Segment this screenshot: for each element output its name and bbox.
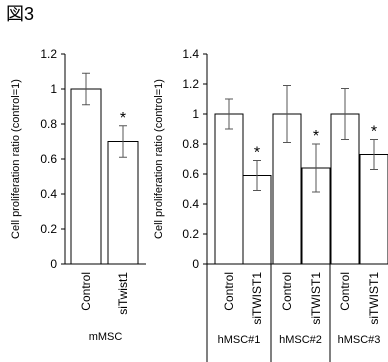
category-label: siTwist1: [116, 272, 130, 315]
category-label: siTWIST1: [367, 272, 381, 325]
bar: [70, 88, 102, 265]
y-tick-label: 1.2: [182, 77, 199, 91]
bar: [107, 141, 139, 265]
y-tick-label: 1: [50, 82, 57, 96]
significance-marker: *: [371, 124, 377, 141]
y-tick-label: 1.2: [40, 47, 57, 61]
significance-marker: *: [254, 145, 260, 162]
group-label: hMSC#2: [279, 334, 322, 346]
y-tick-label: 0: [50, 257, 57, 271]
y-tick-label: 0.8: [40, 117, 57, 131]
y-tick-label: 0.2: [182, 227, 199, 241]
category-label: Control: [280, 272, 294, 311]
y-tick-label: 0.4: [40, 187, 57, 201]
category-label: Control: [338, 272, 352, 311]
category-label: siTWIST1: [309, 272, 323, 325]
group-label: mMSC: [89, 331, 123, 343]
group-label: hMSC#1: [218, 334, 261, 346]
y-tick-label: 0.6: [40, 152, 57, 166]
figure-label: 図3: [6, 4, 35, 24]
y-tick-label: 0.4: [182, 197, 199, 211]
y-axis-label: Cell proliferation ratio (control=1): [10, 79, 22, 239]
significance-marker: *: [313, 128, 319, 145]
significance-marker: *: [120, 110, 126, 127]
y-axis-label: Cell proliferation ratio (control=1): [153, 79, 165, 239]
y-tick-label: 0.6: [182, 167, 199, 181]
category-label: Control: [79, 272, 93, 311]
group-label: hMSC#3: [338, 334, 381, 346]
bar: [214, 113, 244, 265]
y-tick-label: 0: [192, 257, 199, 271]
y-tick-label: 0.8: [182, 137, 199, 151]
y-tick-label: 0.2: [40, 222, 57, 236]
category-label: siTWIST1: [250, 272, 264, 325]
y-tick-label: 1: [192, 107, 199, 121]
category-label: Control: [222, 272, 236, 311]
bar: [359, 154, 388, 265]
y-tick-label: 1.4: [182, 47, 199, 61]
